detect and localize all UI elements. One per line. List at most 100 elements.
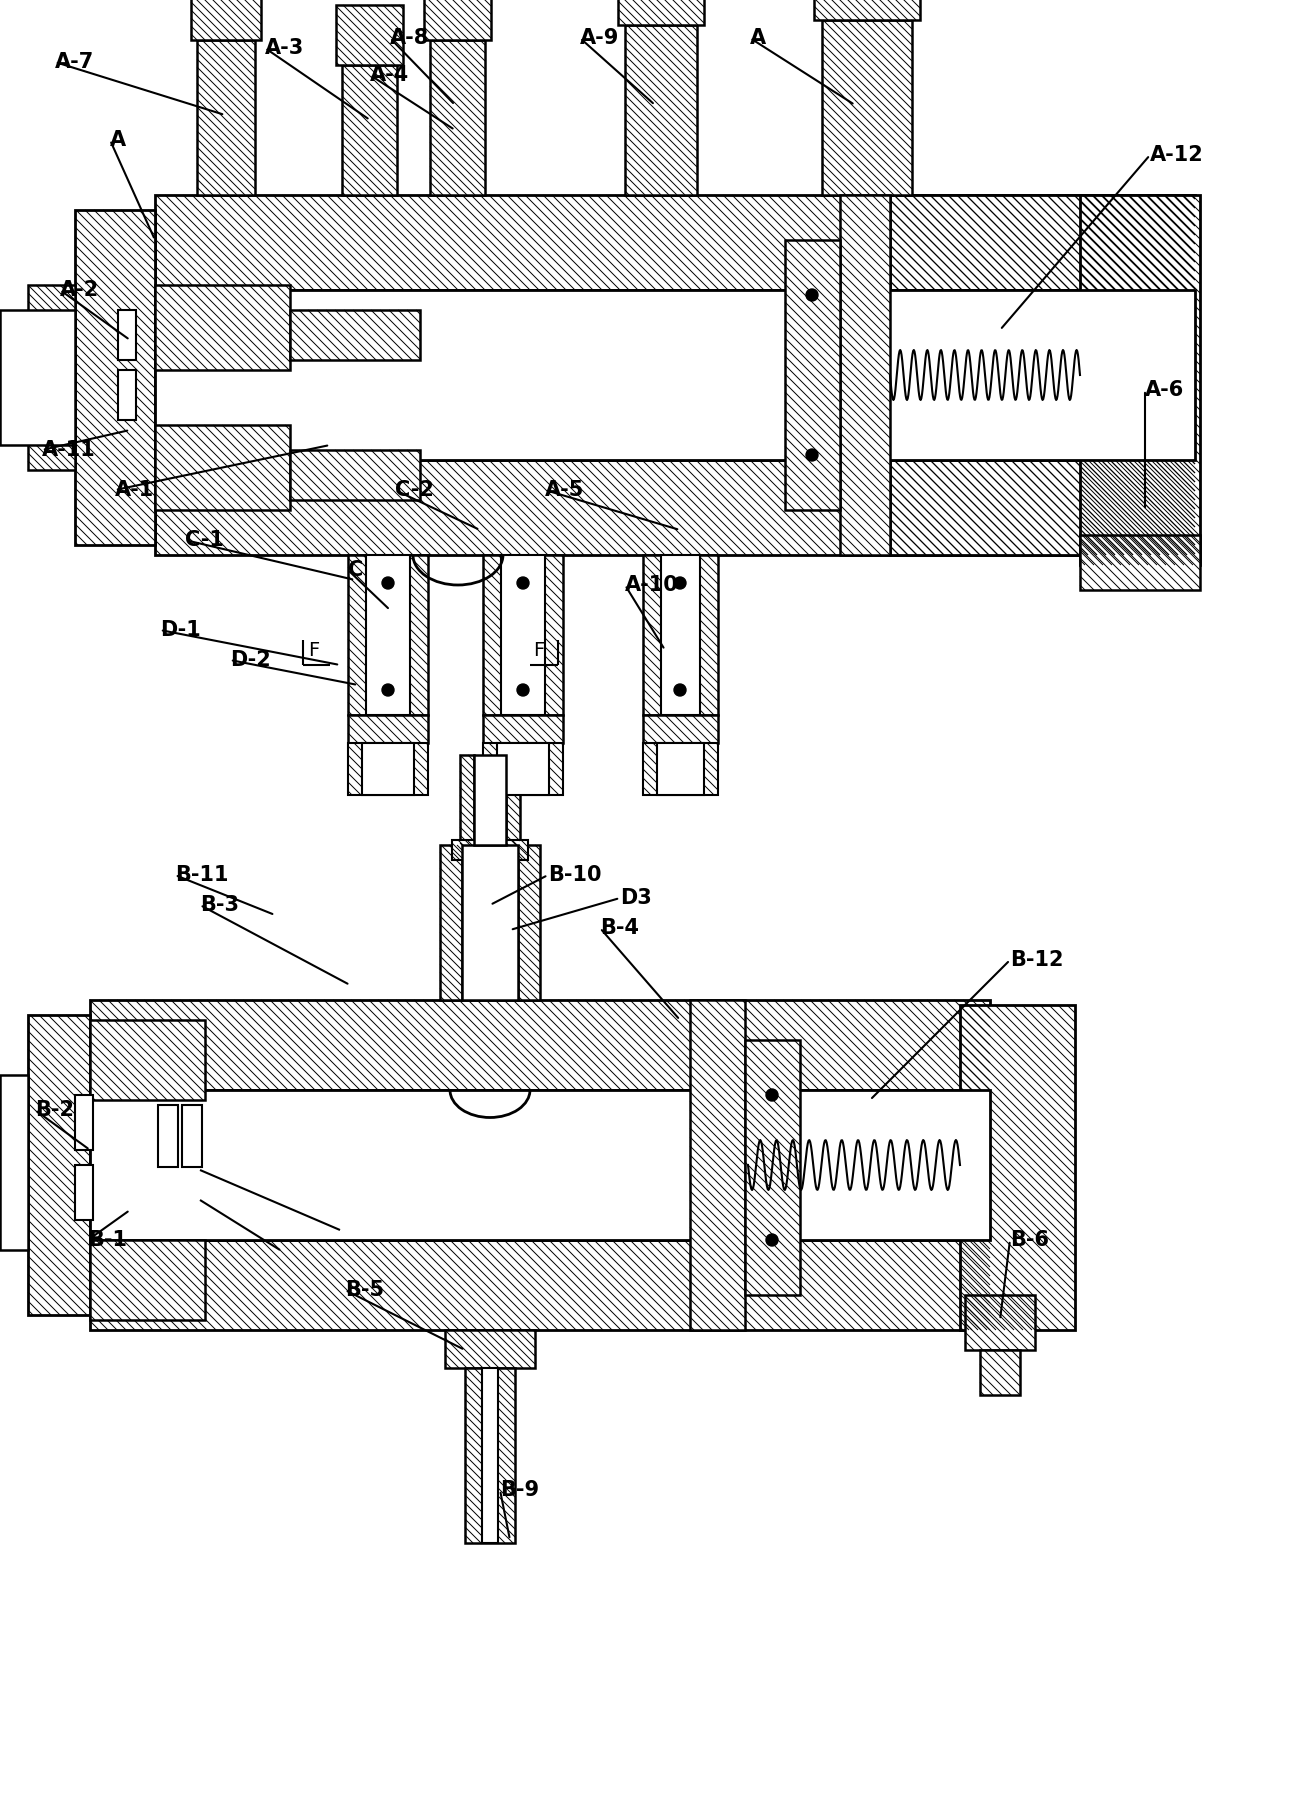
Text: B-2: B-2: [35, 1099, 74, 1119]
Text: D3: D3: [620, 888, 652, 908]
Text: A-7: A-7: [55, 53, 95, 73]
Bar: [155, 460, 1194, 555]
Circle shape: [382, 577, 394, 590]
Bar: [0, 1076, 28, 1250]
Bar: [89, 999, 989, 1090]
Bar: [463, 844, 518, 999]
Text: A-9: A-9: [579, 27, 619, 47]
Bar: [643, 715, 717, 743]
Bar: [290, 309, 420, 360]
Text: A-10: A-10: [625, 575, 679, 595]
Bar: [348, 743, 428, 795]
Text: B-12: B-12: [1010, 950, 1063, 970]
Bar: [0, 309, 75, 446]
Bar: [961, 1005, 1075, 1330]
Circle shape: [674, 577, 686, 590]
Bar: [348, 715, 428, 743]
Bar: [890, 460, 1194, 555]
Text: C: C: [348, 561, 363, 581]
Bar: [980, 1350, 1020, 1394]
Bar: [813, 0, 920, 20]
Bar: [348, 555, 428, 715]
Bar: [784, 240, 840, 510]
Text: D-1: D-1: [160, 621, 201, 641]
Bar: [89, 1090, 989, 1239]
Bar: [518, 844, 540, 999]
Bar: [89, 1239, 205, 1320]
Bar: [342, 66, 397, 195]
Bar: [158, 1105, 177, 1167]
Text: A-6: A-6: [1144, 380, 1184, 400]
Bar: [118, 369, 137, 420]
Bar: [497, 743, 549, 795]
Bar: [445, 1330, 535, 1369]
Bar: [745, 1039, 800, 1296]
Text: A-11: A-11: [42, 440, 96, 460]
Text: B-11: B-11: [175, 864, 229, 885]
Text: A-2: A-2: [60, 280, 100, 300]
Bar: [336, 5, 403, 66]
Text: B-5: B-5: [346, 1279, 384, 1299]
Circle shape: [674, 684, 686, 695]
Bar: [430, 40, 485, 195]
Circle shape: [516, 684, 530, 695]
Bar: [28, 1016, 89, 1316]
Bar: [643, 555, 717, 715]
Bar: [690, 999, 745, 1330]
Bar: [75, 1165, 93, 1219]
Text: B-1: B-1: [88, 1230, 127, 1250]
Bar: [440, 844, 463, 999]
Bar: [643, 743, 717, 795]
Bar: [361, 743, 414, 795]
Bar: [155, 286, 290, 369]
Bar: [191, 0, 261, 40]
Text: A-3: A-3: [265, 38, 305, 58]
Bar: [155, 195, 1194, 289]
Bar: [75, 209, 155, 544]
Text: A-5: A-5: [545, 480, 585, 501]
Text: B-4: B-4: [600, 917, 639, 937]
Bar: [290, 450, 420, 501]
Bar: [89, 1019, 205, 1099]
Text: A-1: A-1: [116, 480, 154, 501]
Bar: [964, 1296, 1035, 1350]
Bar: [840, 195, 890, 555]
Bar: [1080, 195, 1200, 564]
Text: F: F: [307, 641, 319, 659]
Bar: [484, 743, 562, 795]
Bar: [465, 1369, 515, 1543]
Bar: [460, 755, 474, 844]
Bar: [89, 1239, 989, 1330]
Bar: [823, 20, 912, 195]
Circle shape: [766, 1234, 778, 1247]
Text: A: A: [750, 27, 766, 47]
Bar: [890, 195, 1194, 289]
Bar: [501, 555, 545, 715]
Circle shape: [805, 289, 819, 300]
Circle shape: [516, 577, 530, 590]
Bar: [657, 743, 704, 795]
Bar: [661, 555, 700, 715]
Bar: [155, 289, 1194, 460]
Bar: [474, 755, 506, 844]
Bar: [28, 286, 75, 470]
Bar: [155, 426, 290, 510]
Bar: [1080, 535, 1200, 590]
Text: D-2: D-2: [230, 650, 271, 670]
Text: B-10: B-10: [548, 864, 602, 885]
Bar: [506, 755, 520, 844]
Bar: [367, 555, 410, 715]
Bar: [197, 40, 255, 195]
Bar: [183, 1105, 202, 1167]
Bar: [118, 309, 137, 360]
Text: C-1: C-1: [185, 530, 223, 550]
Bar: [625, 25, 696, 195]
Circle shape: [382, 684, 394, 695]
Bar: [424, 0, 491, 40]
Text: F: F: [533, 641, 544, 659]
Text: A-4: A-4: [371, 66, 409, 86]
Bar: [452, 841, 528, 861]
Bar: [484, 715, 562, 743]
Bar: [482, 1369, 498, 1543]
Bar: [484, 555, 562, 715]
